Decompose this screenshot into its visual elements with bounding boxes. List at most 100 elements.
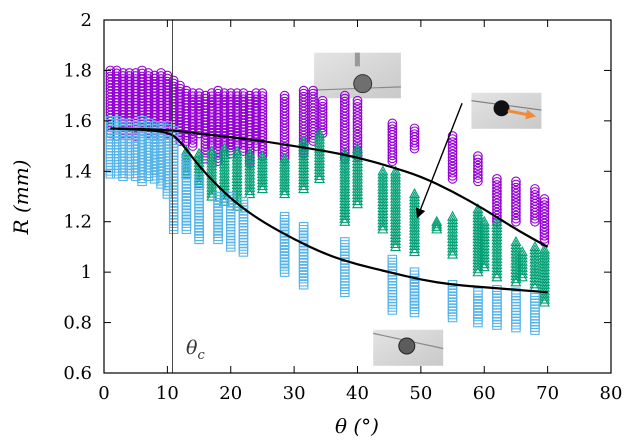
data-point <box>472 215 484 226</box>
data-point <box>238 88 249 98</box>
data-point <box>256 162 268 173</box>
data-point <box>279 170 291 181</box>
data-point <box>377 192 389 203</box>
data-point <box>447 217 459 228</box>
data-point <box>447 149 458 160</box>
data-point <box>538 267 550 278</box>
data-point <box>516 271 528 282</box>
data-point <box>389 216 402 227</box>
data-point <box>298 177 310 188</box>
data-point <box>389 222 402 233</box>
data-point <box>149 82 160 93</box>
axis-ticks <box>103 19 612 374</box>
data-point <box>339 206 351 217</box>
data-point <box>529 278 541 289</box>
data-point <box>352 111 363 121</box>
data-point <box>175 96 185 106</box>
y-tick-label: 1.2 <box>63 212 92 233</box>
data-point <box>529 272 541 283</box>
data-point <box>492 183 502 193</box>
data-point <box>339 203 351 215</box>
data-point <box>447 248 459 259</box>
data-point <box>257 88 268 98</box>
data-point <box>539 206 550 217</box>
fit-curve-1 <box>110 127 549 248</box>
x-axis-label: θ (°) <box>335 414 379 438</box>
plot-area <box>103 19 612 374</box>
data-point <box>431 215 443 226</box>
data-point <box>538 296 550 307</box>
data-point <box>351 182 364 193</box>
data-point <box>149 113 160 124</box>
data-point <box>377 189 389 200</box>
data-point <box>251 128 261 139</box>
data-point <box>218 180 230 191</box>
y-tick-label: 1.4 <box>63 161 92 182</box>
data-point <box>256 182 268 194</box>
data-point <box>218 164 230 175</box>
data-point <box>251 88 261 98</box>
data-point <box>539 215 550 226</box>
data-point <box>313 130 326 141</box>
data-point <box>539 212 550 223</box>
data-point <box>124 71 135 81</box>
data-point <box>510 276 522 287</box>
data-point <box>511 201 521 212</box>
data-point <box>244 160 256 171</box>
data-point <box>231 160 243 171</box>
data-point <box>447 239 459 250</box>
data-point <box>149 79 160 90</box>
data-point <box>511 185 521 196</box>
data-point <box>478 233 490 245</box>
data-point <box>377 205 389 216</box>
pointer-arrow <box>415 102 463 219</box>
data-point <box>256 165 268 176</box>
data-point <box>447 158 458 169</box>
data-point <box>352 138 363 149</box>
data-point <box>213 88 223 99</box>
data-point <box>232 91 242 102</box>
data-point <box>256 171 268 182</box>
data-point <box>149 107 160 117</box>
data-point <box>538 278 550 289</box>
data-point <box>206 106 217 117</box>
data-point <box>447 223 459 234</box>
data-point <box>213 113 223 124</box>
data-point <box>478 236 490 248</box>
data-point <box>409 129 420 140</box>
data-point <box>226 191 236 202</box>
data-point <box>377 186 389 197</box>
data-point <box>377 220 389 231</box>
data-point <box>539 224 550 235</box>
data-point <box>206 110 217 120</box>
data-point <box>516 255 528 266</box>
y-tick-label: 0.8 <box>63 313 92 334</box>
data-point <box>447 220 459 231</box>
data-point <box>529 268 541 280</box>
data-point <box>206 131 217 142</box>
data-point <box>431 223 443 234</box>
data-point <box>298 165 310 176</box>
data-point <box>352 105 363 115</box>
data-point <box>218 158 230 169</box>
data-point <box>187 97 198 108</box>
data-point <box>491 246 503 257</box>
data-point <box>231 148 243 159</box>
data-point <box>352 95 363 106</box>
data-point <box>105 68 116 79</box>
data-point <box>530 184 540 194</box>
data-point <box>352 123 363 134</box>
data-point <box>339 200 351 212</box>
data-point <box>511 198 521 208</box>
data-point <box>313 157 326 168</box>
data-point <box>244 181 256 192</box>
data-point <box>538 290 550 301</box>
data-point <box>447 170 458 181</box>
data-point <box>162 91 173 102</box>
data-point <box>206 122 217 133</box>
data-point <box>105 71 116 82</box>
data-point <box>313 169 326 180</box>
data-point <box>389 198 402 209</box>
data-point <box>491 240 503 251</box>
data-point <box>511 207 521 218</box>
